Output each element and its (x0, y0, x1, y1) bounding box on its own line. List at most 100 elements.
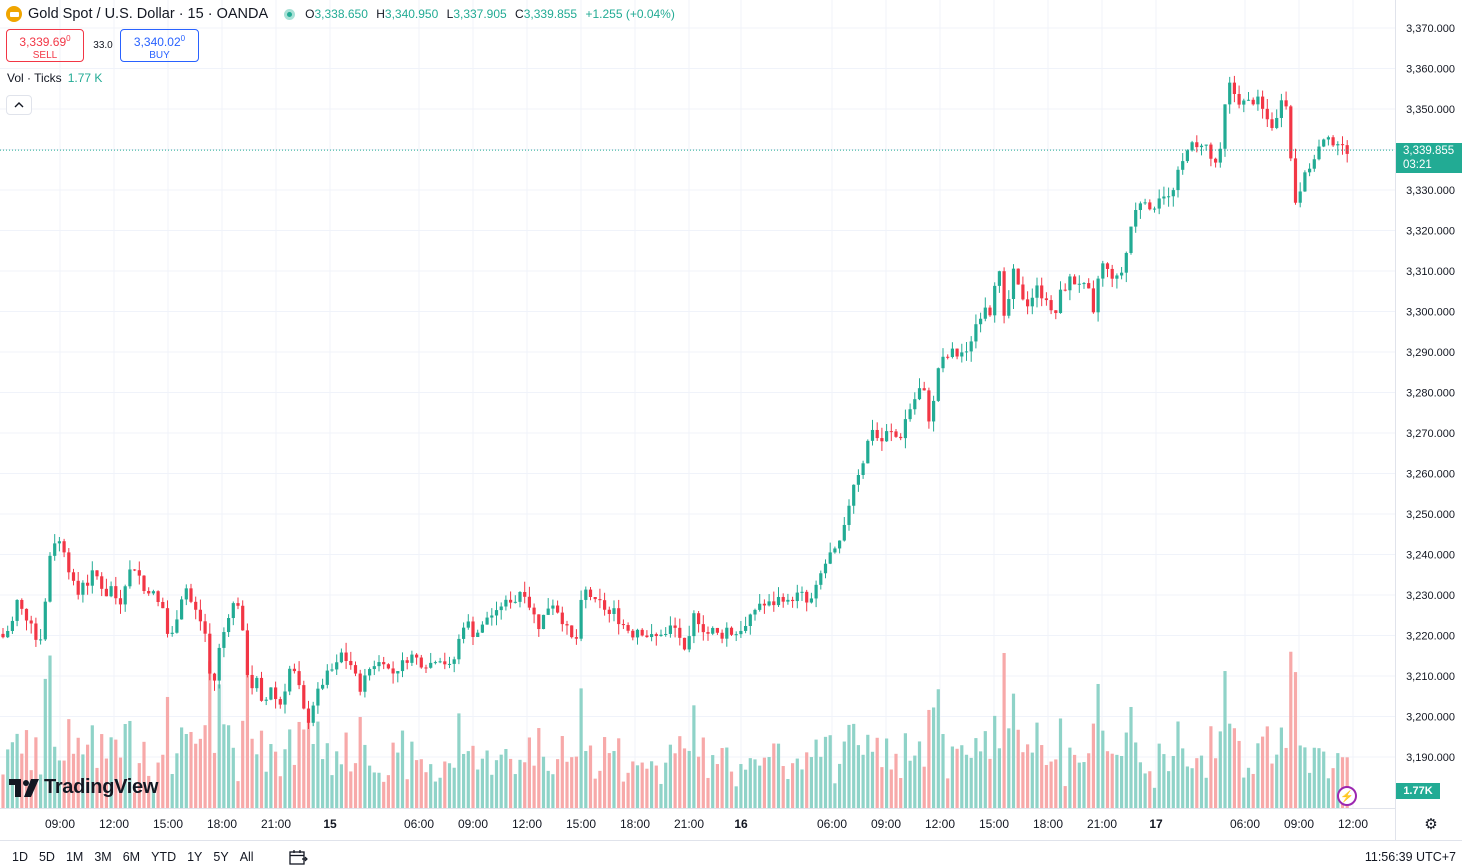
candle-body (960, 352, 964, 357)
candle-body (917, 388, 922, 400)
volume-bar (1096, 683, 1100, 808)
candle-body (979, 318, 983, 325)
candle-body (34, 623, 38, 640)
volume-bar (1237, 740, 1241, 808)
volume-bar (128, 720, 132, 808)
volume-bar (86, 744, 90, 808)
time-tick-label: 12:00 (99, 817, 129, 831)
volume-bar (560, 736, 564, 808)
candle-body (1204, 144, 1208, 146)
price-chart[interactable]: 3,370.0003,360.0003,350.0003,340.0003,33… (0, 0, 1462, 840)
candle-body (711, 627, 715, 634)
time-tick-label: 15 (323, 817, 337, 831)
candle-body (259, 677, 264, 701)
volume-bar (1138, 762, 1142, 808)
candle-body (617, 608, 621, 625)
volume-bar (429, 764, 433, 808)
buy-button[interactable]: 3,340.020 BUY (120, 29, 199, 62)
candle-body (67, 552, 71, 573)
time-tick-label: 21:00 (261, 817, 291, 831)
volume-bar (875, 737, 879, 808)
candle-body (255, 677, 259, 689)
volume-bar (509, 758, 513, 808)
volume-bar (795, 758, 799, 808)
candle-body (137, 570, 141, 576)
candle-body (1232, 82, 1236, 95)
candle-body (1, 633, 5, 638)
volume-bar (744, 769, 748, 808)
volume-bar (142, 741, 146, 808)
candle-body (245, 630, 249, 675)
volume-bar (344, 732, 348, 808)
candle-body (349, 660, 353, 666)
utc-clock[interactable]: 11:56:39 UTC+7 (1364, 850, 1456, 864)
candle-body (941, 356, 945, 369)
candle-body (767, 601, 771, 606)
volume-bar (932, 707, 936, 808)
volume-bar (1040, 745, 1044, 808)
settings-gear-icon[interactable]: ⚙ (1424, 816, 1438, 833)
volume-bar (903, 733, 907, 808)
candle-body (480, 624, 484, 633)
range-button[interactable]: 5D (38, 850, 55, 864)
candle-body (541, 614, 546, 630)
range-button[interactable]: 3M (94, 850, 112, 864)
candle-body (1336, 144, 1340, 146)
calendar-goto-date-icon[interactable] (288, 849, 308, 865)
volume-bar (203, 725, 207, 808)
candle-body (330, 669, 334, 671)
volume-legend[interactable]: Vol · Ticks 1.77 K (7, 71, 102, 85)
volume-bar (725, 747, 729, 808)
range-button[interactable]: 1M (65, 850, 84, 864)
market-status-icon[interactable] (284, 8, 296, 20)
volume-bar (1308, 772, 1312, 808)
candle-body (1312, 159, 1316, 169)
candle-body (744, 625, 748, 631)
volume-bar (541, 756, 546, 808)
range-button[interactable]: 1D (12, 850, 28, 864)
sell-label: SELL (32, 50, 58, 61)
collapse-legend-button[interactable] (6, 95, 32, 115)
candle-body (1030, 297, 1034, 307)
volume-bar (687, 750, 691, 808)
volume-bar (631, 761, 635, 808)
range-button[interactable]: 6M (122, 850, 141, 864)
tradingview-watermark[interactable]: TradingView (9, 776, 158, 799)
candle-body (1087, 283, 1091, 289)
candle-body (264, 699, 268, 701)
candle-body (1148, 202, 1152, 210)
volume-bar (640, 762, 644, 808)
candle-body (1214, 158, 1218, 163)
volume-bar (762, 757, 766, 808)
candle-body (128, 569, 132, 587)
volume-bar (1087, 753, 1091, 808)
volume-bar (1223, 671, 1227, 808)
candle-body (523, 592, 527, 597)
candle-body (932, 400, 936, 422)
candle-body (57, 541, 61, 544)
candle-body (1115, 275, 1119, 279)
candle-body (198, 609, 202, 622)
candle-body (1326, 137, 1330, 140)
volume-bar (447, 763, 452, 808)
lightning-icon[interactable]: ⚡ (1337, 786, 1357, 806)
volume-bar (1068, 747, 1072, 808)
candle-body (513, 601, 517, 603)
range-button[interactable]: All (239, 850, 254, 864)
symbol-title[interactable]: Gold Spot / U.S. Dollar · 15 · OANDA (28, 6, 269, 22)
candle-body (776, 596, 781, 606)
range-button[interactable]: YTD (151, 850, 177, 864)
volume-bar (936, 689, 940, 808)
candle-body (1176, 169, 1180, 191)
candle-body (983, 307, 987, 319)
volume-bar (537, 728, 541, 808)
volume-bar (1275, 754, 1279, 808)
range-button[interactable]: 5Y (213, 850, 229, 864)
candle-body (805, 591, 809, 603)
range-button[interactable]: 1Y (187, 850, 203, 864)
candle-body (189, 588, 193, 602)
candle-body (988, 307, 992, 316)
sell-button[interactable]: 3,339.690 SELL (6, 29, 84, 62)
candle-body (1120, 272, 1124, 276)
volume-bar (405, 779, 409, 808)
